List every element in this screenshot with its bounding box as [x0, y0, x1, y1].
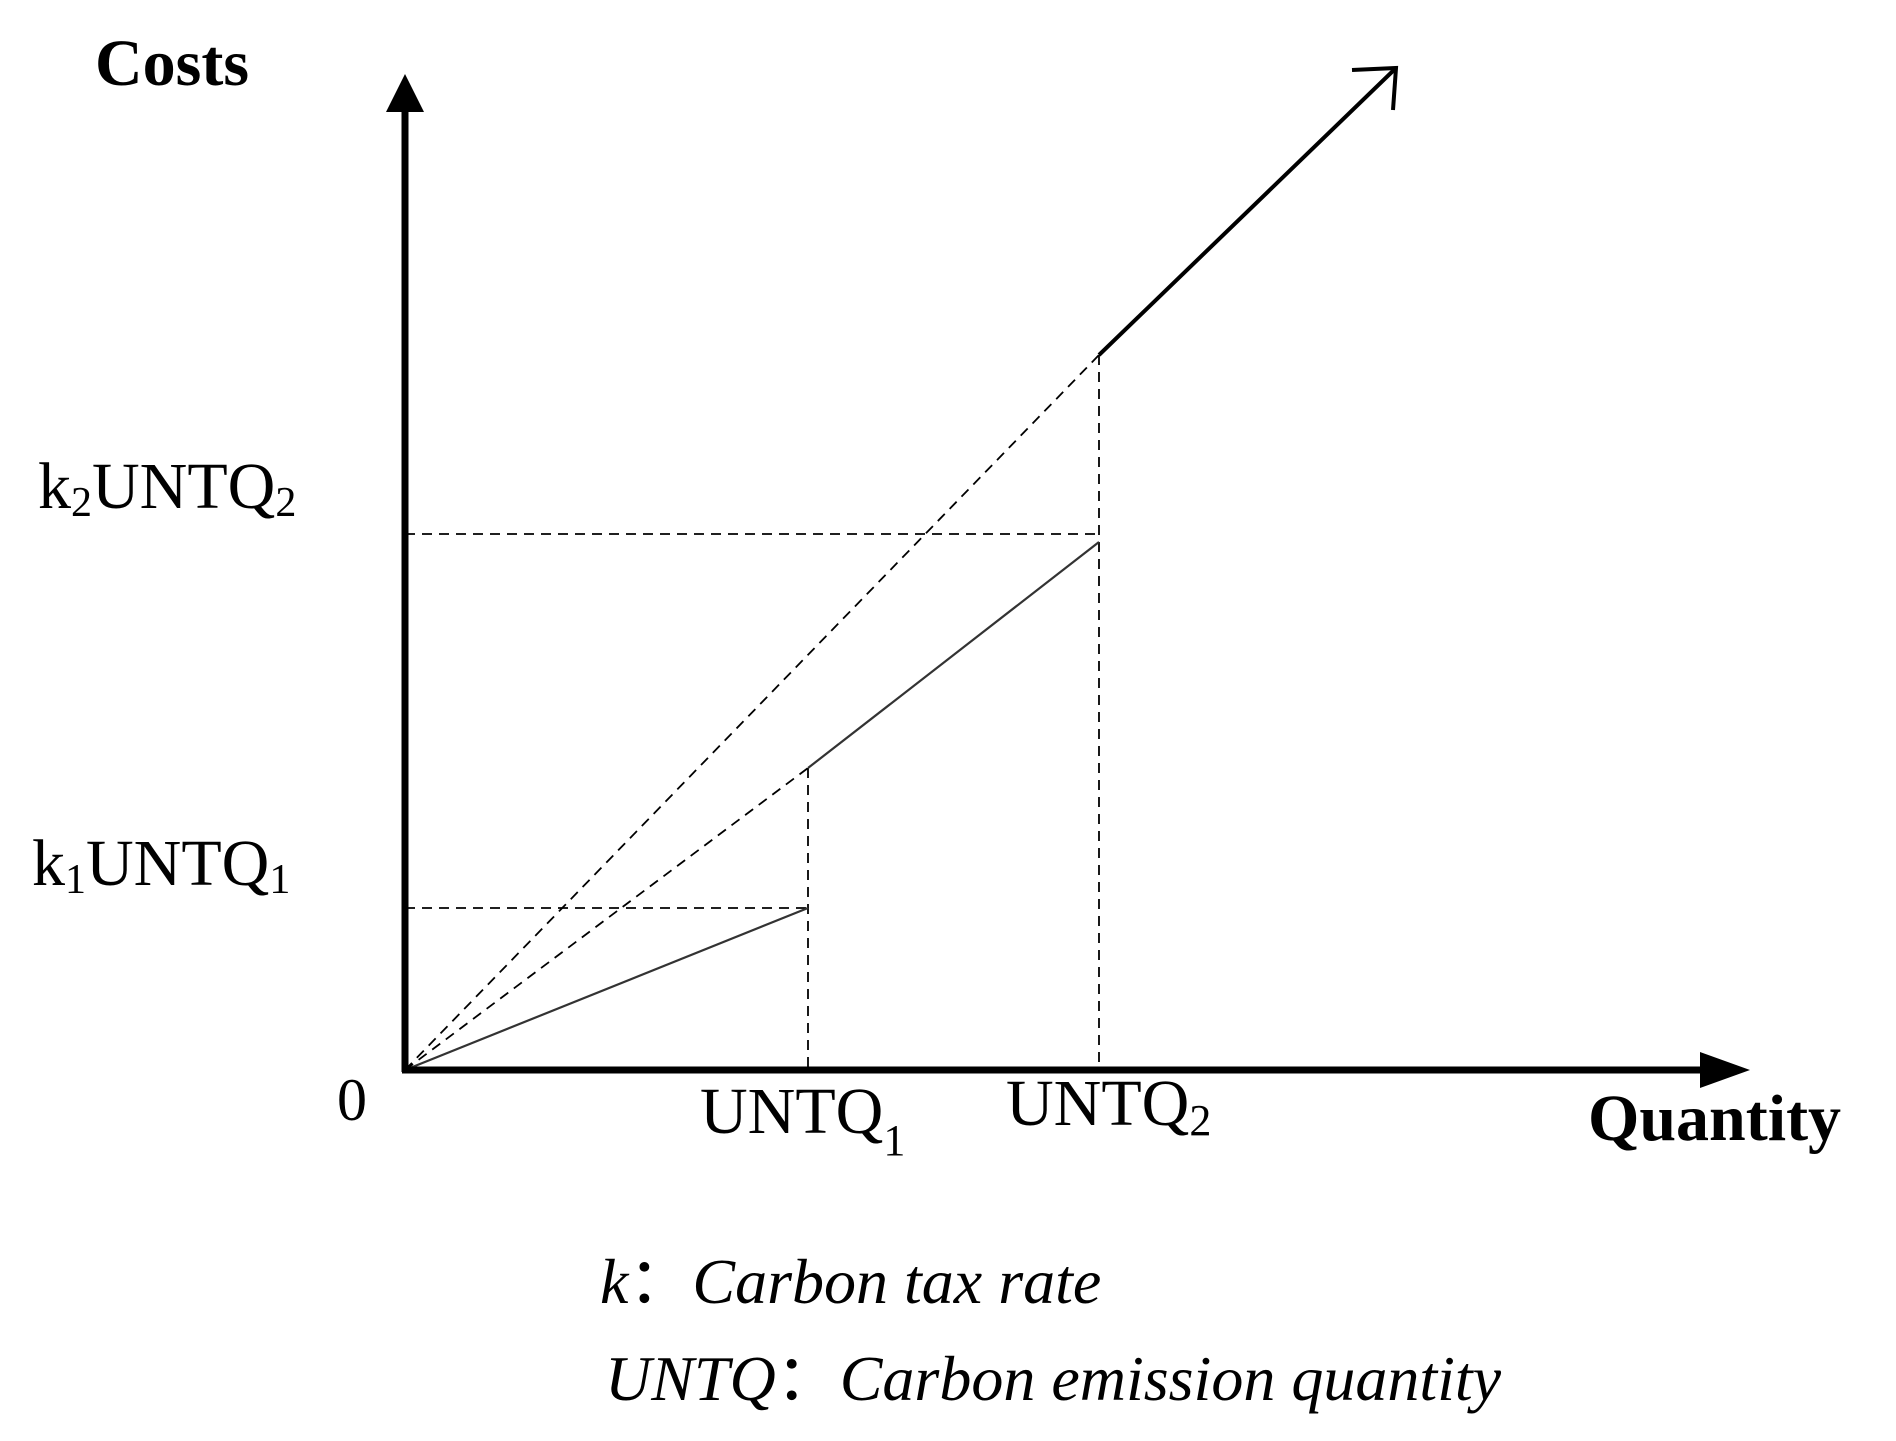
y-tick-k2-untq2: k2UNTQ2 [38, 450, 296, 526]
y-tick-k1-untq1: k1UNTQ1 [32, 827, 290, 903]
dashed-ray-rate1 [404, 767, 809, 1071]
legend-carbon-emission-quantity: UNTQ：Carbon emission quantity [605, 1343, 1502, 1414]
cost-segment-3 [1097, 66, 1398, 357]
y-axis-arrowhead [386, 74, 424, 112]
x-axis-arrowhead [1700, 1052, 1750, 1088]
dashed-ray-rate2 [404, 354, 1100, 1071]
cost-segment-1 [404, 906, 809, 1072]
x-tick-untq1: UNTQ1 [700, 1075, 905, 1165]
origin-label: 0 [337, 1067, 367, 1133]
cost-segment-2 [807, 541, 1100, 769]
legend-carbon-tax-rate: k：Carbon tax rate [600, 1246, 1101, 1317]
y-axis-label: Costs [95, 27, 249, 100]
cost-arrowhead [1351, 65, 1399, 111]
x-axis-label: Quantity [1588, 1082, 1841, 1155]
x-tick-untq2: UNTQ2 [1006, 1067, 1211, 1145]
